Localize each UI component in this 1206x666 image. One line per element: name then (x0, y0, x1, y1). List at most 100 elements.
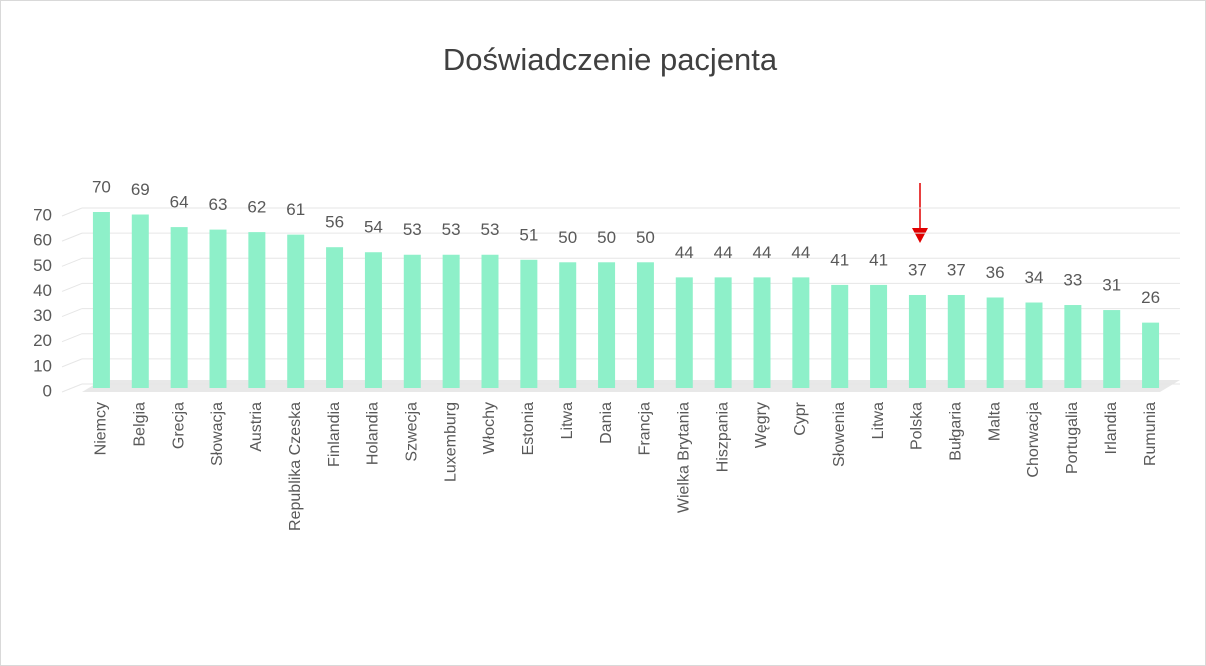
x-tick-label: Wielka Brytania (676, 402, 693, 513)
x-tick-label: Republika Czeska (287, 402, 304, 531)
floor (82, 380, 1180, 392)
chart-title: Doświadczenie pacjenta (443, 42, 778, 77)
bar (870, 284, 888, 388)
value-label: 62 (247, 198, 266, 217)
bar (442, 254, 460, 388)
x-tick-label: Litwa (559, 402, 576, 439)
bar (209, 229, 227, 388)
bar (520, 259, 538, 388)
value-label: 44 (675, 243, 694, 262)
bar (1025, 302, 1043, 388)
bar (831, 284, 849, 388)
bar (1103, 310, 1121, 388)
x-tick-label: Francja (637, 402, 654, 455)
x-tick-label: Węgry (753, 402, 770, 448)
grid-line (61, 282, 83, 292)
bar (675, 277, 693, 388)
x-tick-label: Polska (909, 402, 926, 450)
bar (986, 297, 1004, 388)
x-tick-label: Rumunia (1142, 402, 1159, 466)
x-tick-label: Luxemburg (442, 402, 459, 482)
x-tick-label: Dania (598, 402, 615, 444)
value-label: 53 (442, 220, 461, 239)
bar (403, 254, 421, 388)
y-tick-label: 30 (33, 306, 52, 325)
bar (1142, 322, 1160, 388)
grid-line (61, 383, 83, 393)
value-label: 70 (92, 177, 111, 196)
bar (170, 227, 188, 388)
value-label: 53 (481, 220, 500, 239)
x-tick-label: Słowacja (209, 402, 226, 466)
value-label: 63 (209, 195, 228, 214)
bar (248, 232, 266, 388)
value-label: 51 (519, 225, 538, 244)
bar (287, 234, 305, 388)
y-tick-label: 10 (33, 356, 52, 375)
y-tick-label: 20 (33, 331, 52, 350)
y-tick-label: 40 (33, 281, 52, 300)
value-label: 50 (636, 228, 655, 247)
bar (131, 214, 149, 388)
bar (1064, 305, 1082, 388)
value-label: 41 (830, 250, 849, 269)
grid-line (61, 358, 83, 368)
x-tick-label: Litwa (870, 402, 887, 439)
grid-line (61, 308, 83, 318)
value-label: 37 (947, 260, 966, 279)
bar (598, 262, 616, 388)
value-label: 44 (791, 243, 810, 262)
value-label: 50 (597, 228, 616, 247)
x-tick-label: Austria (248, 402, 265, 452)
value-label: 54 (364, 218, 383, 237)
value-label: 26 (1141, 288, 1160, 307)
bar (947, 294, 965, 388)
value-label: 44 (714, 243, 733, 262)
x-tick-label: Belgia (132, 402, 149, 447)
x-tick-label: Chorwacja (1025, 402, 1042, 478)
bar (714, 277, 732, 388)
bar (326, 247, 344, 388)
y-tick-label: 70 (33, 205, 52, 224)
x-tick-label: Irlandia (1103, 402, 1120, 455)
value-label: 36 (986, 263, 1005, 282)
value-label: 64 (170, 193, 189, 212)
bar (559, 262, 577, 388)
x-tick-label: Słowenia (831, 402, 848, 467)
value-label: 31 (1102, 276, 1121, 295)
grid-line (61, 333, 83, 343)
x-tick-label: Finlandia (326, 402, 343, 467)
x-tick-label: Holandia (365, 402, 382, 465)
x-tick-label: Estonia (520, 402, 537, 455)
x-tick-label: Cypr (792, 401, 809, 435)
value-label: 33 (1063, 271, 1082, 290)
value-label: 69 (131, 180, 150, 199)
value-label: 61 (286, 200, 305, 219)
y-tick-label: 50 (33, 256, 52, 275)
y-tick-label: 0 (43, 381, 52, 400)
bar (636, 262, 654, 388)
x-tick-label: Niemcy (93, 402, 110, 455)
x-tick-label: Malta (986, 402, 1003, 441)
bar (92, 212, 110, 388)
y-tick-label: 60 (33, 231, 52, 250)
x-tick-label: Grecja (170, 402, 187, 449)
bar (908, 294, 926, 388)
value-label: 34 (1025, 268, 1044, 287)
value-label: 44 (753, 243, 772, 262)
x-tick-label: Portugalia (1064, 402, 1081, 474)
arrow-head (912, 228, 928, 243)
x-tick-label: Hiszpania (714, 402, 731, 472)
value-label: 53 (403, 220, 422, 239)
bar (364, 252, 382, 388)
bar (792, 277, 810, 388)
value-label: 50 (558, 228, 577, 247)
bar (753, 277, 771, 388)
value-label: 41 (869, 250, 888, 269)
x-tick-label: Szwecja (404, 402, 421, 462)
grid-line (61, 207, 83, 217)
bar (481, 254, 499, 388)
grid-line (61, 257, 83, 267)
grid-line (61, 232, 83, 242)
